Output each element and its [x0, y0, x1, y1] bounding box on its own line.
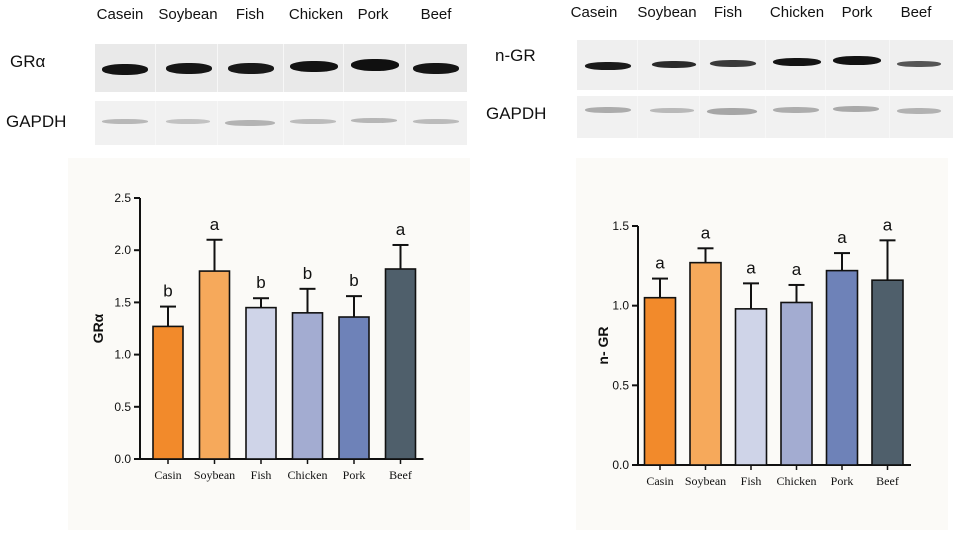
- band-ngr-pork: [833, 56, 881, 65]
- right-lane-label-pork: Pork: [841, 4, 873, 21]
- gra-bar-beef: [384, 268, 417, 460]
- band-gapdh-left-pork: [351, 118, 397, 123]
- ngr-bar-pork: [825, 269, 859, 466]
- ngr-category-label: Chicken: [777, 474, 817, 488]
- gra-y-tick-label: 0.0: [114, 452, 131, 466]
- band-grα-fish: [228, 63, 274, 74]
- right-target-blot: [577, 40, 953, 90]
- gra-y-tick-label: 1.0: [114, 348, 131, 362]
- band-gapdh-right-casein: [585, 107, 631, 113]
- gra-y-tick-label: 1.5: [114, 295, 131, 309]
- band-gapdh-left-soybean: [166, 119, 210, 124]
- ngr-significance-label: a: [655, 254, 665, 273]
- right-target-label: n-GR: [495, 46, 536, 65]
- band-gapdh-right-pork: [833, 106, 879, 112]
- band-gapdh-right-beef: [897, 108, 941, 114]
- band-grα-chicken: [290, 61, 338, 72]
- band-grα-casein: [102, 64, 148, 75]
- band-gapdh-left-beef: [413, 119, 459, 124]
- gra-category-label: Pork: [343, 468, 366, 482]
- ngr-significance-label: a: [883, 215, 893, 234]
- band-ngr-fish: [710, 60, 756, 67]
- ngr-significance-label: a: [701, 223, 711, 242]
- band-ngr-soybean: [652, 61, 696, 68]
- ngr-significance-label: a: [746, 258, 756, 277]
- gra-significance-label: b: [163, 282, 172, 301]
- ngr-significance-label: a: [837, 228, 847, 247]
- gra-bar-fish: [245, 306, 277, 460]
- band-grα-pork: [351, 59, 399, 71]
- left-target-label: GRα: [10, 52, 46, 71]
- ngr-bar-soybean: [689, 261, 722, 466]
- gra-bar-pork: [338, 316, 370, 460]
- band-grα-soybean: [166, 63, 212, 74]
- right-gapdh-blot: [577, 96, 953, 138]
- ngr-y-tick-label: 0.0: [612, 458, 629, 472]
- left-lane-label-chicken: Chicken: [288, 6, 344, 23]
- ngr-significance-label: a: [792, 260, 802, 279]
- ngr-y-tick-label: 1.5: [612, 219, 629, 233]
- gra-significance-label: b: [349, 271, 358, 290]
- gra-y-tick-label: 0.5: [114, 400, 131, 414]
- ngr-bar-beef: [871, 279, 904, 466]
- ngr-category-label: Fish: [741, 474, 762, 488]
- ngr-y-tick-label: 0.5: [612, 378, 629, 392]
- right-lane-label-chicken: Chicken: [769, 4, 825, 21]
- ngr-category-label: Pork: [831, 474, 854, 488]
- ngr-y-tick-label: 1.0: [612, 299, 629, 313]
- left-lane-label-soybean: Soybean: [158, 6, 218, 23]
- right-lane-label-fish: Fish: [713, 4, 743, 21]
- band-gapdh-right-chicken: [773, 107, 819, 113]
- gra-significance-label: a: [396, 220, 406, 239]
- left-target-blot: [95, 44, 467, 92]
- left-lane-label-casein: Casein: [96, 6, 144, 23]
- gra-significance-label: a: [210, 215, 220, 234]
- gra-y-tick-label: 2.0: [114, 243, 131, 257]
- gra-y-axis-label: GRα: [90, 313, 106, 343]
- band-ngr-casein: [585, 62, 631, 70]
- ngr-y-axis-label: n- GR: [595, 326, 611, 364]
- left-gapdh-blot: [95, 101, 467, 145]
- ngr-category-label: Casin: [646, 474, 673, 488]
- right-lane-label-beef: Beef: [900, 4, 932, 21]
- gra-y-tick-label: 2.5: [114, 191, 131, 205]
- band-gapdh-left-casein: [102, 119, 148, 124]
- band-ngr-beef: [897, 61, 941, 67]
- gra-bar-casin: [152, 325, 184, 460]
- right-lane-label-soybean: Soybean: [637, 4, 697, 21]
- left-lane-label-fish: Fish: [235, 6, 265, 23]
- gra-significance-label: b: [303, 264, 312, 283]
- left-lane-label-pork: Pork: [357, 6, 389, 23]
- gra-bar-chicken: [291, 312, 324, 460]
- right-lane-label-casein: Casein: [570, 4, 618, 21]
- band-gapdh-right-fish: [707, 108, 757, 115]
- band-gapdh-left-fish: [225, 120, 275, 126]
- ngr-bar-fish: [734, 308, 768, 466]
- right-control-label: GAPDH: [486, 104, 547, 123]
- gra-category-label: Chicken: [288, 468, 328, 482]
- gra-category-label: Beef: [389, 468, 412, 482]
- left-lane-label-beef: Beef: [420, 6, 452, 23]
- left-control-label: GAPDH: [6, 112, 67, 131]
- gra-category-label: Casin: [154, 468, 181, 482]
- ngr-bar-casin: [643, 296, 677, 466]
- ngr-bar-chicken: [780, 301, 813, 466]
- ngr-category-label: Soybean: [685, 474, 726, 488]
- ngr-category-label: Beef: [876, 474, 899, 488]
- gra-bar-soybean: [198, 270, 231, 460]
- band-ngr-chicken: [773, 58, 821, 66]
- gra-significance-label: b: [256, 273, 265, 292]
- gra-category-label: Fish: [251, 468, 272, 482]
- gra-category-label: Soybean: [194, 468, 235, 482]
- band-gapdh-right-soybean: [650, 108, 694, 113]
- band-grα-beef: [413, 63, 459, 74]
- band-gapdh-left-chicken: [290, 119, 336, 124]
